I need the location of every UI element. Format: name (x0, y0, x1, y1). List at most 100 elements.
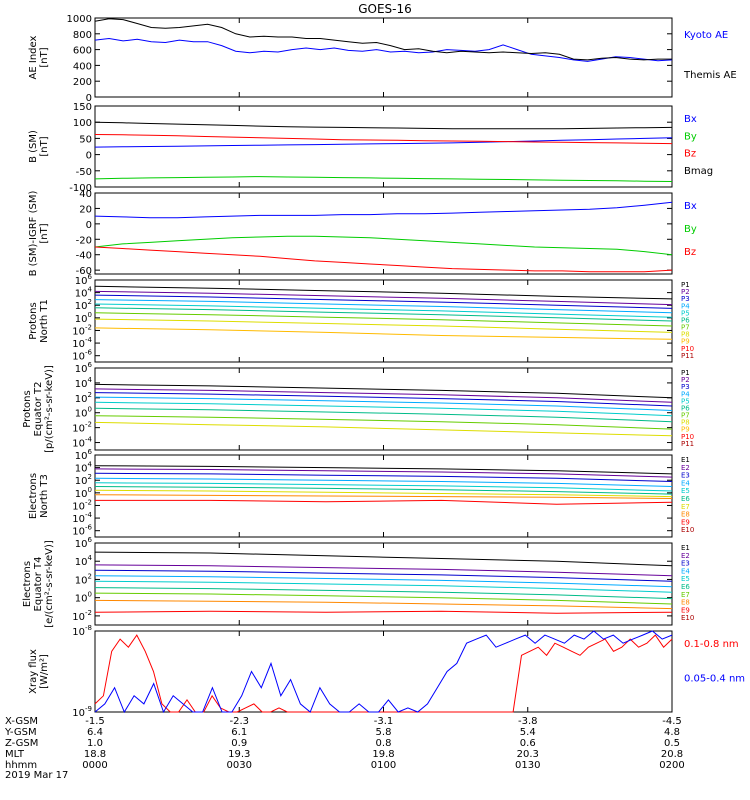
y-tick-label: 104 (75, 376, 93, 390)
legend-P9: P9 (681, 338, 690, 346)
series-line-E9 (94, 610, 673, 614)
series-line-Themis-AE (94, 18, 672, 61)
y-tick-label: 800 (73, 30, 92, 41)
y-tick-label: 0 (86, 93, 92, 104)
y-tick-label: -20 (76, 235, 92, 246)
series-line-Bmag (94, 121, 673, 130)
y-tick-label: 10-4 (72, 336, 92, 350)
panel-frame (94, 192, 673, 275)
series-line-0-1-0-8-nm (94, 634, 673, 713)
column-value: 6.4 (87, 727, 103, 738)
legend-P6: P6 (681, 316, 690, 324)
y-tick-label: 100 (75, 311, 92, 325)
column-value: 19.3 (228, 749, 250, 760)
panel-8: 10-8 10-9 Xray flux [W/m²] 0.1-0.8 nm 0.05-0.… (28, 624, 745, 719)
row-label: hhmm (5, 760, 37, 771)
y-tick-label: 102 (75, 572, 92, 586)
legend-Themis-AE: Themis AE (683, 70, 737, 81)
legend-E4: E4 (681, 479, 690, 487)
column-value: 0000 (82, 760, 107, 771)
y-axis-label: North T3 (39, 474, 50, 518)
legend-E8: E8 (681, 511, 690, 519)
y-axis-label: Xray flux (28, 649, 39, 694)
legend-By: By (684, 131, 697, 142)
legend-E5: E5 (681, 575, 690, 583)
legend-P5: P5 (681, 397, 690, 405)
y-tick-label: 106 (75, 361, 93, 375)
series-line-By (94, 176, 673, 182)
series-line-P4 (94, 299, 673, 314)
legend-P11: P11 (681, 440, 694, 448)
y-tick-label: 50 (79, 134, 92, 145)
column-value: -1.5 (85, 716, 105, 727)
column-value: 20.8 (661, 749, 683, 760)
y-axis-label: [p/(cm²-s-sr-keV)] (44, 365, 55, 453)
column-value: -3.8 (518, 716, 538, 727)
series-line-E3 (94, 472, 673, 482)
panel-3: -60 -40 -20 0 20 40 B (SM)-IGRF (SM) [nT] Bx By Bz (28, 189, 697, 277)
y-axis-label: [W/m²] (39, 654, 50, 689)
legend-P10: P10 (681, 433, 694, 441)
column-value: 0030 (227, 760, 252, 771)
y-axis-label: [nT] (39, 223, 50, 243)
series-line-P5 (94, 401, 673, 417)
series-line-P1 (94, 285, 673, 300)
series-line-P3 (94, 392, 673, 407)
legend-E9: E9 (681, 606, 690, 614)
y-tick-label: 104 (75, 461, 93, 475)
legend-E6: E6 (681, 583, 690, 591)
series-line-P6 (94, 307, 673, 322)
figure-title: GOES-16 (358, 2, 412, 16)
series-line-E1 (94, 551, 673, 567)
y-tick-label: 1000 (67, 14, 92, 25)
legend-E8: E8 (681, 599, 690, 607)
series-line-E8 (94, 494, 673, 499)
y-tick-label: 40 (79, 189, 92, 200)
legend-P10: P10 (681, 345, 694, 353)
y-tick-label: 150 (73, 102, 92, 113)
series-line-P2 (94, 290, 673, 306)
legend-P1: P1 (681, 281, 690, 289)
row-label: MLT (5, 749, 25, 760)
y-tick-label: 0 (86, 220, 92, 231)
y-axis-label: Protons (28, 302, 39, 339)
legend-E7: E7 (681, 503, 690, 511)
series-line-0-05-0-4-nm (94, 630, 673, 714)
legend-Bz: Bz (684, 149, 696, 160)
y-tick-label: 10-6 (72, 349, 92, 363)
column-value: 0.8 (376, 738, 392, 749)
column-value: 5.8 (376, 727, 392, 738)
column-value: 18.8 (84, 749, 106, 760)
y-tick-label: -60 (76, 266, 92, 277)
column-value: 20.3 (517, 749, 539, 760)
legend-E3: E3 (681, 560, 690, 568)
row-label: Z-GSM (5, 738, 38, 749)
y-tick-label: -40 (76, 251, 92, 262)
series-line-Bx (94, 137, 673, 148)
series-line-P6 (94, 407, 673, 423)
y-tick-label: -100 (69, 183, 92, 194)
legend-Kyoto-AE: Kyoto AE (684, 30, 728, 41)
y-tick-label: 102 (75, 298, 92, 312)
legend-E3: E3 (681, 472, 690, 480)
legend-P3: P3 (681, 383, 690, 391)
y-tick-label: 106 (75, 448, 93, 462)
series-line-E4 (94, 477, 673, 487)
y-tick-label: 100 (75, 406, 92, 420)
legend-P4: P4 (681, 302, 690, 310)
series-line-E3 (94, 569, 673, 582)
legend-E2: E2 (681, 552, 690, 560)
column-value: -3.1 (374, 716, 394, 727)
series-line-Bx (94, 201, 673, 219)
series-line-P8 (94, 421, 673, 437)
row-label: X-GSM (5, 716, 38, 727)
legend-P8: P8 (681, 419, 690, 427)
y-axis-label: [nT] (39, 47, 50, 67)
y-axis-label: Equator T2 (33, 382, 44, 437)
y-axis-label: Electrons (28, 473, 39, 519)
y-tick-label: 100 (75, 486, 92, 500)
column-value: 6.1 (231, 727, 247, 738)
